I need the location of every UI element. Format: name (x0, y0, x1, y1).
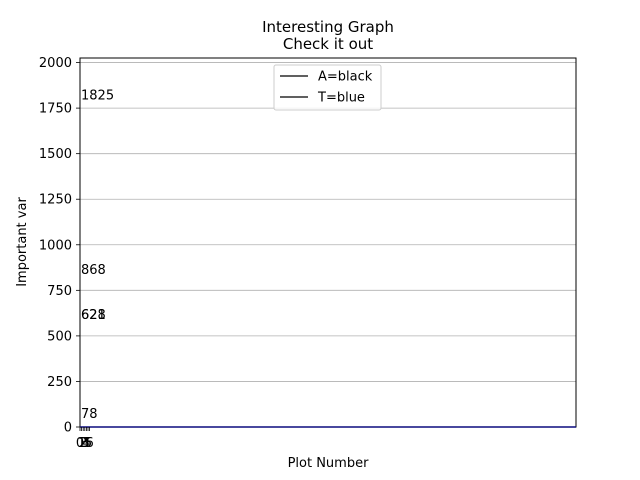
legend: A=black T=blue (273, 64, 382, 111)
x-tick-label: 0 (76, 436, 84, 451)
data-label: 1825 (81, 88, 114, 103)
x-tick-label: 4 (82, 436, 90, 451)
x-axis-label: Plot Number (288, 456, 370, 471)
chart-title: Interesting Graph (262, 18, 394, 36)
y-tick-label: 750 (47, 284, 72, 299)
y-tick-label: 1000 (39, 238, 72, 253)
x-tick-label: 6 (85, 436, 93, 451)
y-tick-label: 1250 (39, 193, 72, 208)
y-tick-label: 1750 (39, 102, 72, 117)
y-tick-label: 0 (64, 421, 72, 436)
data-label: 628 (81, 308, 106, 323)
y-axis-label: Important var (15, 197, 30, 287)
x-tick-label: 3 (81, 436, 89, 451)
plot-area (79, 57, 577, 428)
legend-label: T=blue (317, 91, 365, 106)
data-label: 621 (81, 308, 106, 323)
data-label: 868 (81, 263, 106, 278)
legend-label: A=black (318, 70, 373, 85)
y-axis-ticks: 0 250 500 750 1000 1250 1500 1750 2000 (39, 56, 80, 436)
y-tick-label: 2000 (39, 56, 72, 71)
grid (80, 62, 576, 428)
chart-subtitle: Check it out (283, 35, 373, 53)
y-tick-label: 500 (47, 329, 72, 344)
x-tick-label: 1 (77, 436, 85, 451)
data-label: 78 (81, 407, 98, 422)
x-tick-label: 5 (84, 436, 92, 451)
y-tick-label: 250 (47, 375, 72, 390)
y-tick-label: 1500 (39, 147, 72, 162)
x-tick-label: 2 (79, 436, 87, 451)
